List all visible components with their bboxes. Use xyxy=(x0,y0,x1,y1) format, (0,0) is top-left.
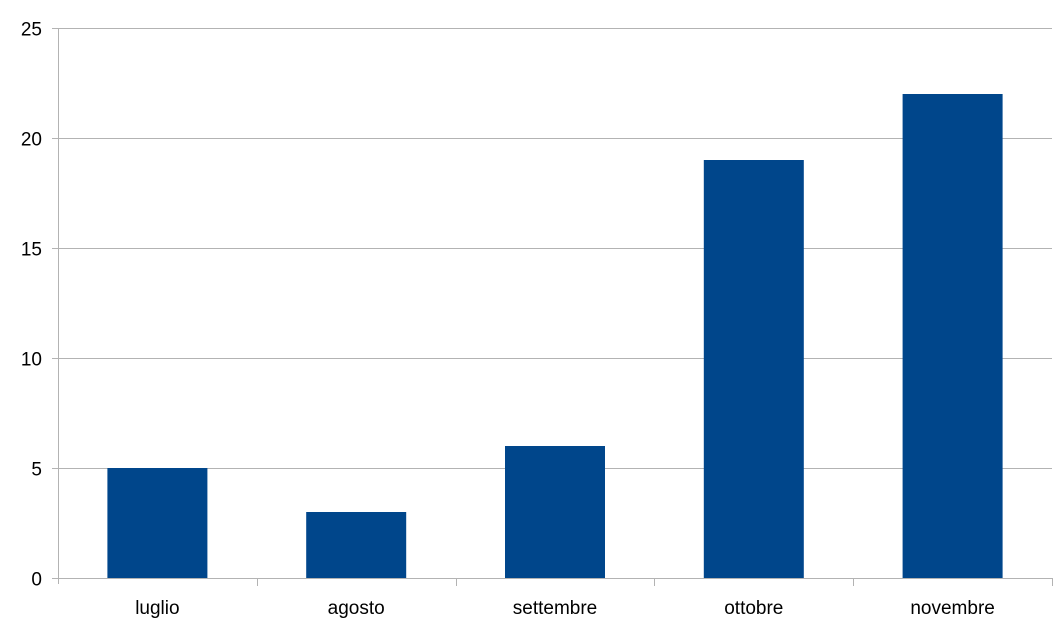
bar-settembre xyxy=(505,446,605,578)
y-tick-label-0: 0 xyxy=(31,570,42,591)
y-tick-label-10: 10 xyxy=(21,350,42,371)
x-tick-label-ottobre: ottobre xyxy=(724,598,783,619)
y-tick-label-20: 20 xyxy=(21,130,42,151)
y-tick-label-15: 15 xyxy=(21,240,42,261)
x-tick-label-settembre: settembre xyxy=(513,598,597,619)
bar-ottobre xyxy=(704,160,804,578)
bar-novembre xyxy=(903,94,1003,578)
bar-luglio xyxy=(107,468,207,578)
y-axis-tick-labels: 0 5 10 15 20 25 xyxy=(21,20,42,591)
bar-agosto xyxy=(306,512,406,578)
bar-series xyxy=(107,94,1002,578)
y-tick-label-25: 25 xyxy=(21,20,42,41)
x-tick-label-agosto: agosto xyxy=(328,598,385,619)
x-tick-label-luglio: luglio xyxy=(135,598,179,619)
y-tick-label-5: 5 xyxy=(31,460,42,481)
x-axis-tick-labels: luglio agosto settembre ottobre novembre xyxy=(135,598,995,619)
x-tick-label-novembre: novembre xyxy=(910,598,995,619)
